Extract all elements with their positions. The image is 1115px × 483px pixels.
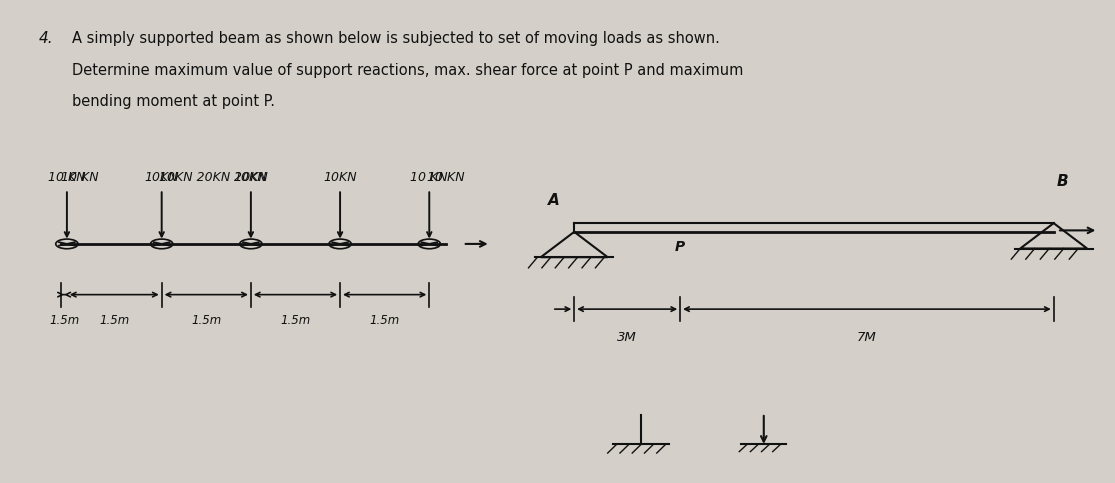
Text: A: A bbox=[549, 193, 560, 208]
Text: 1.5m: 1.5m bbox=[99, 313, 129, 327]
Text: 1.5m: 1.5m bbox=[280, 313, 311, 327]
Text: 10 KN: 10 KN bbox=[48, 171, 86, 184]
Text: 1.5m: 1.5m bbox=[49, 313, 79, 327]
Text: 20KN: 20KN bbox=[234, 171, 268, 184]
Text: 10KN: 10KN bbox=[323, 171, 357, 184]
Text: Determine maximum value of support reactions, max. shear force at point P and ma: Determine maximum value of support react… bbox=[72, 63, 744, 78]
Text: bending moment at point P.: bending moment at point P. bbox=[72, 94, 275, 109]
Text: A simply supported beam as shown below is subjected to set of moving loads as sh: A simply supported beam as shown below i… bbox=[72, 31, 720, 46]
Text: B: B bbox=[1057, 174, 1068, 189]
Text: 4.: 4. bbox=[39, 31, 54, 46]
Text: 10KN: 10KN bbox=[145, 171, 178, 184]
Text: 3M: 3M bbox=[618, 330, 637, 343]
Text: 7M: 7M bbox=[857, 330, 876, 343]
Text: 10 KN: 10 KN bbox=[427, 171, 465, 184]
Text: 10 KN: 10 KN bbox=[410, 171, 448, 184]
Text: 1.5m: 1.5m bbox=[191, 313, 222, 327]
Text: 10KN 20KN 10KN: 10KN 20KN 10KN bbox=[159, 171, 269, 184]
Text: 10 KN: 10 KN bbox=[61, 171, 99, 184]
Text: 1.5m: 1.5m bbox=[369, 313, 400, 327]
Text: P: P bbox=[675, 240, 686, 254]
